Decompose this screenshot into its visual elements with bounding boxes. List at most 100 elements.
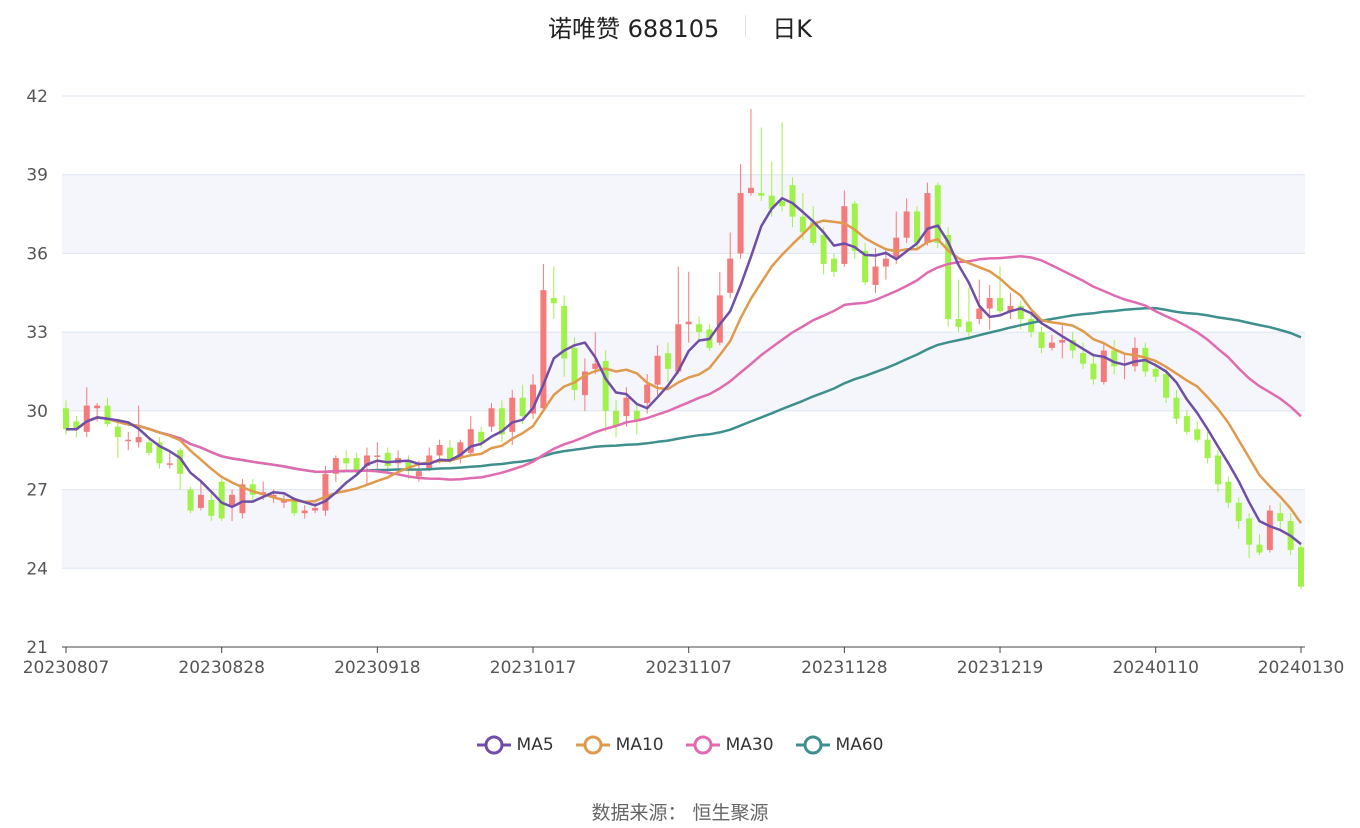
candle-body bbox=[363, 455, 370, 466]
candle-body bbox=[197, 494, 204, 508]
candle-body bbox=[63, 408, 69, 430]
x-tick-label: 20231219 bbox=[957, 658, 1044, 678]
candle-body bbox=[1298, 547, 1304, 587]
candle-body bbox=[1100, 350, 1107, 382]
candle-body bbox=[810, 221, 817, 243]
candle-body bbox=[1038, 332, 1045, 348]
candle-body bbox=[146, 442, 153, 453]
candle-body bbox=[1111, 350, 1118, 367]
candle-body bbox=[768, 195, 775, 209]
candle-body bbox=[94, 405, 101, 409]
candle-body bbox=[903, 211, 910, 238]
candle-body bbox=[332, 458, 339, 474]
candle-body bbox=[135, 437, 142, 443]
candle-body bbox=[291, 500, 298, 514]
y-tick-label: 33 bbox=[26, 323, 48, 343]
candle-body bbox=[1266, 510, 1273, 550]
y-tick-label: 21 bbox=[26, 638, 48, 658]
candle-body bbox=[156, 442, 163, 464]
candle-body bbox=[914, 211, 921, 243]
candle-body bbox=[664, 353, 671, 369]
legend-item-ma30[interactable]: MA30 bbox=[685, 734, 774, 756]
candle-body bbox=[592, 363, 599, 369]
candle-body bbox=[758, 193, 765, 196]
candle-body bbox=[83, 405, 90, 432]
candle-body bbox=[1163, 374, 1170, 398]
x-tick-label: 20240110 bbox=[1112, 658, 1199, 678]
ma60-legend-icon bbox=[795, 735, 830, 755]
candle-body bbox=[343, 458, 350, 464]
candle-body bbox=[405, 460, 412, 469]
candle-body bbox=[415, 471, 422, 477]
candle-body bbox=[581, 371, 588, 396]
candle-body bbox=[384, 452, 391, 466]
candle-body bbox=[644, 384, 651, 403]
candle-body bbox=[633, 410, 640, 422]
legend-item-ma5[interactable]: MA5 bbox=[476, 734, 554, 756]
candle-body bbox=[104, 405, 111, 424]
candle-body bbox=[467, 429, 474, 453]
candle-body bbox=[229, 494, 236, 506]
candle-body bbox=[934, 185, 941, 243]
candle-body bbox=[1007, 305, 1014, 312]
candle-body bbox=[1204, 439, 1211, 459]
candle-body bbox=[1017, 305, 1024, 320]
ma5-line bbox=[66, 197, 1302, 546]
candle-body bbox=[519, 397, 526, 417]
candle-body bbox=[747, 187, 754, 194]
candle-body bbox=[374, 455, 381, 457]
candle-body bbox=[218, 481, 225, 519]
ma10-line bbox=[66, 219, 1303, 524]
period-label: 日K bbox=[772, 14, 812, 43]
candle-body bbox=[872, 266, 879, 285]
candle-body bbox=[509, 397, 516, 432]
candle-body bbox=[851, 203, 858, 251]
grid-band bbox=[62, 489, 1305, 569]
candle-body bbox=[1235, 502, 1242, 522]
x-tick-label: 20230828 bbox=[178, 658, 265, 678]
candle-body bbox=[945, 235, 952, 320]
candle-body bbox=[166, 463, 173, 465]
legend-item-ma60[interactable]: MA60 bbox=[795, 734, 883, 756]
candle-body bbox=[1246, 518, 1253, 545]
candle-body bbox=[716, 295, 723, 343]
candle-body bbox=[955, 319, 962, 327]
candle-body bbox=[789, 185, 796, 217]
candle-body bbox=[498, 408, 505, 435]
candle-body bbox=[965, 321, 972, 333]
candle-body bbox=[976, 308, 983, 320]
ma30-legend-icon bbox=[685, 735, 720, 755]
candle-body bbox=[1152, 368, 1159, 377]
legend-label-ma10: MA10 bbox=[615, 735, 664, 755]
candle-body bbox=[1256, 544, 1263, 553]
ma5-legend-icon bbox=[476, 735, 511, 755]
candle-body bbox=[737, 193, 744, 254]
x-tick-label: 20230807 bbox=[23, 658, 110, 678]
candle-body bbox=[561, 305, 568, 359]
x-tick-label: 20231128 bbox=[801, 658, 888, 678]
candle-body bbox=[675, 324, 682, 372]
candle-body bbox=[997, 298, 1004, 312]
candle-body bbox=[1214, 455, 1221, 485]
candle-body bbox=[114, 426, 121, 438]
candle-body bbox=[613, 410, 620, 427]
candle-body bbox=[1048, 342, 1055, 348]
y-tick-label: 36 bbox=[26, 244, 48, 264]
chart-title: 诺唯赞 688105 日K bbox=[0, 8, 1360, 44]
grid-band bbox=[62, 332, 1305, 411]
candle-body bbox=[986, 298, 993, 309]
candle-body bbox=[799, 216, 806, 233]
legend-label-ma30: MA30 bbox=[725, 735, 774, 755]
candle-body bbox=[322, 473, 329, 511]
ma10-legend-icon bbox=[575, 735, 610, 755]
candle-body bbox=[530, 384, 537, 414]
legend-item-ma10[interactable]: MA10 bbox=[575, 734, 664, 756]
stock-name: 诺唯赞 688105 bbox=[548, 14, 720, 43]
candle-body bbox=[1080, 353, 1087, 364]
candle-body bbox=[436, 444, 443, 456]
candle-body bbox=[1028, 319, 1035, 333]
candle-body bbox=[1225, 481, 1232, 503]
candle-body bbox=[73, 421, 80, 430]
candle-body bbox=[550, 298, 557, 304]
candle-body bbox=[478, 431, 485, 443]
